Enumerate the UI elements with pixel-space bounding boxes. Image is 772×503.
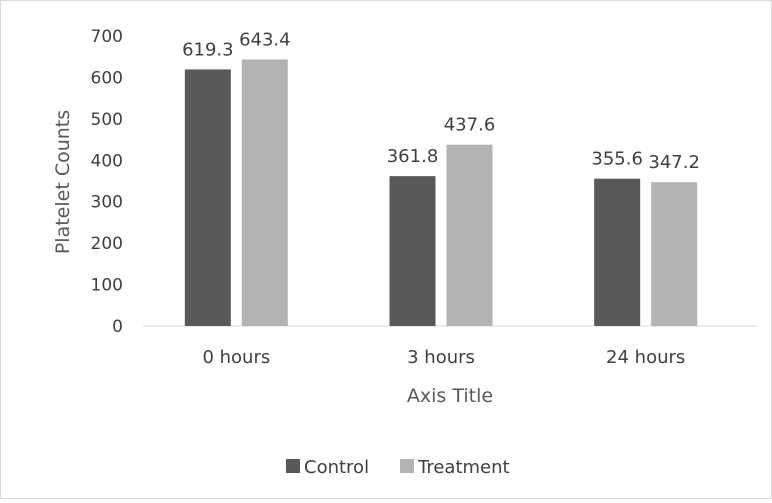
y-tick-label: 500 [91, 110, 123, 130]
y-tick-label: 400 [91, 151, 123, 171]
bar-treatment-1 [446, 144, 493, 326]
bar-control-1 [389, 176, 436, 326]
data-label-treatment-2: 347.2 [648, 152, 700, 173]
y-tick-label: 100 [91, 276, 123, 296]
legend-label-treatment: Treatment [417, 457, 510, 478]
y-tick-label: 0 [112, 317, 123, 337]
bars-group [184, 59, 698, 326]
legend-swatch-control [286, 459, 300, 473]
bar-control-0 [184, 69, 231, 326]
x-axis-title: Axis Title [407, 385, 493, 407]
y-axis-ticks: 0 100 200 300 400 500 600 700 [91, 27, 123, 337]
data-label-treatment-1: 437.6 [444, 115, 496, 136]
x-category-label: 3 hours [407, 347, 475, 368]
y-tick-label: 600 [91, 68, 123, 88]
y-tick-label: 700 [91, 27, 123, 47]
data-label-control-0: 619.3 [182, 39, 234, 60]
x-category-label: 0 hours [202, 347, 270, 368]
bar-treatment-0 [241, 59, 288, 326]
x-axis-categories: 0 hours 3 hours 24 hours [202, 347, 685, 368]
y-axis-title: Platelet Counts [52, 110, 74, 254]
bar-control-2 [594, 178, 641, 326]
legend-label-control: Control [304, 457, 369, 478]
y-tick-label: 200 [91, 234, 123, 254]
x-category-label: 24 hours [606, 347, 685, 368]
legend-swatch-treatment [400, 459, 414, 473]
data-label-treatment-0: 643.4 [239, 29, 291, 50]
data-label-control-1: 361.8 [387, 146, 439, 167]
bar-treatment-2 [651, 182, 698, 326]
data-label-control-2: 355.6 [591, 149, 643, 170]
y-tick-label: 300 [91, 193, 123, 213]
legend: Control Treatment [286, 457, 510, 478]
